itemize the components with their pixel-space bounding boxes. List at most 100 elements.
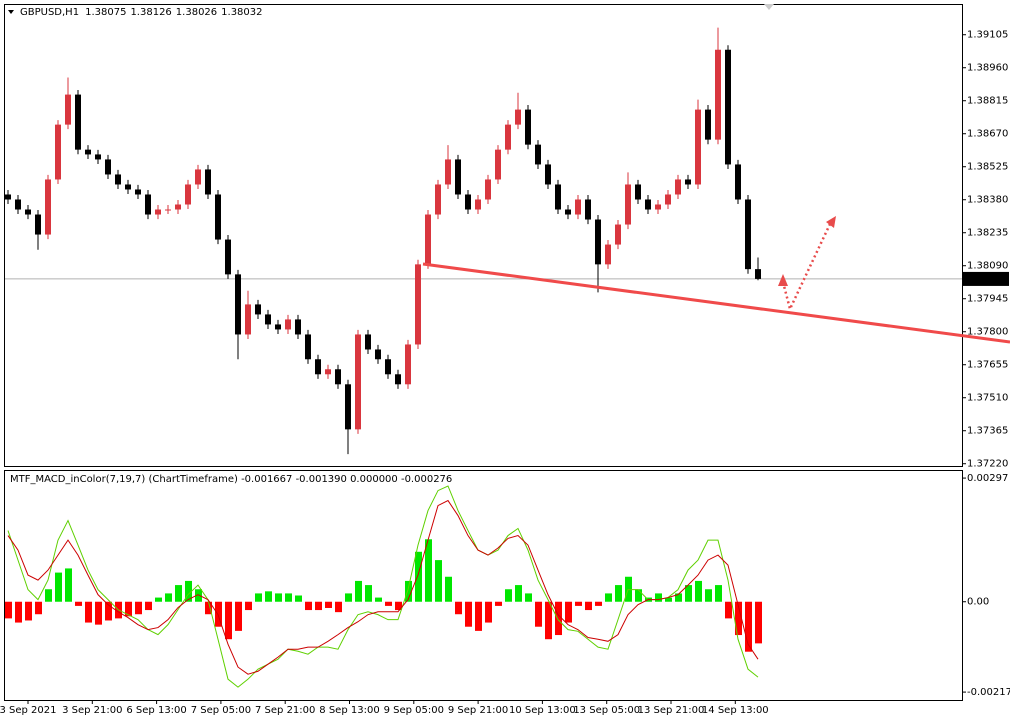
candle-body [295, 319, 301, 335]
histogram-bar [725, 601, 732, 619]
histogram-bar [295, 595, 302, 602]
histogram-bar [455, 601, 462, 615]
histogram-bar [685, 585, 692, 602]
histogram-bar [185, 580, 192, 602]
histogram-bar [275, 593, 282, 602]
candle-body [435, 184, 441, 215]
candle-body [135, 189, 141, 195]
price-tag [963, 271, 1009, 286]
histogram-bar [365, 585, 372, 602]
histogram-bar [235, 601, 242, 631]
histogram-bar [55, 572, 62, 602]
macd-panel [4, 470, 963, 701]
candle-body [385, 359, 391, 375]
histogram-bar [405, 580, 412, 602]
candle-body [655, 204, 661, 210]
x-tick-label: 3 Sep 21:00 [62, 705, 122, 716]
symbol: GBPUSD,H1 [20, 7, 79, 18]
x-tick-label: 7 Sep 05:00 [191, 705, 251, 716]
histogram-bar [615, 585, 622, 602]
candle-body [405, 344, 411, 385]
histogram-bar [75, 601, 82, 606]
candle-body [465, 194, 471, 210]
candle-body [575, 199, 581, 215]
x-tick-label: 9 Sep 05:00 [384, 705, 444, 716]
x-tick-label: 8 Sep 13:00 [319, 705, 379, 716]
candle-body [475, 199, 481, 210]
candle-body [195, 169, 201, 185]
x-tick-label: 9 Sep 21:00 [448, 705, 508, 716]
y-tick-label: 1.37510 [967, 393, 1008, 404]
x-tick-label: 10 Sep 13:00 [509, 705, 576, 716]
histogram-bar [325, 601, 332, 608]
candle-body [415, 264, 421, 345]
histogram-bar [245, 601, 252, 611]
y-tick-label: 1.37800 [967, 327, 1008, 338]
candle-body [275, 324, 281, 330]
histogram-bar [35, 601, 42, 615]
histogram-bar [715, 585, 722, 602]
histogram-bar [225, 601, 232, 640]
candle-body [645, 199, 651, 210]
histogram-bar [255, 593, 262, 602]
candle-body [375, 349, 381, 360]
candle-body [625, 184, 631, 225]
histogram-bar [485, 601, 492, 623]
histogram-bar [5, 601, 12, 619]
candle-body [395, 374, 401, 385]
candle-body [555, 184, 561, 210]
y-tick-label: 1.37945 [967, 294, 1008, 305]
histogram-bar [475, 601, 482, 631]
candle-body [485, 179, 491, 200]
histogram-bar [705, 589, 712, 602]
histogram-bar [745, 601, 752, 652]
candle-body [505, 124, 511, 150]
header-low: 1.38026 [176, 7, 217, 18]
candle-body [315, 359, 321, 375]
histogram-bar [435, 560, 442, 602]
candle-body [715, 49, 721, 140]
candle-body [605, 244, 611, 265]
histogram-bar [135, 601, 142, 615]
histogram-bar [755, 601, 762, 644]
macd-line [7, 485, 759, 688]
candle-body [115, 174, 121, 185]
candle-body [515, 109, 521, 125]
plot-layer: 1.39105 1.38960 1.38815 1.38670 1.38525 1.383… [0, 27, 1010, 716]
candle-body [15, 199, 21, 210]
candle-body [425, 214, 431, 265]
candle-body [215, 194, 221, 240]
histogram-bar [575, 601, 582, 606]
candle-body [455, 159, 461, 195]
candle-body [725, 49, 731, 165]
y-tick-label: -0.00217 [967, 687, 1010, 698]
y-tick-label: 1.38235 [967, 228, 1008, 239]
candle-body [85, 149, 91, 155]
histogram-bar [425, 539, 432, 602]
candle-body [225, 239, 231, 275]
histogram-bar [175, 585, 182, 602]
histogram-bar [315, 601, 322, 611]
candle-body [585, 199, 591, 220]
candle-body [365, 334, 371, 350]
x-tick-label: 13 Sep 05:00 [573, 705, 640, 716]
candle-body [175, 204, 181, 210]
candle-body [665, 194, 671, 205]
histogram-bar [355, 580, 362, 602]
histogram-bar [395, 601, 402, 611]
candle-body [445, 159, 451, 185]
histogram-bar [85, 601, 92, 623]
trend-line [422, 262, 1010, 344]
histogram-bar [345, 593, 352, 602]
y-tick-label: 1.37655 [967, 360, 1008, 371]
histogram-bar [265, 591, 272, 602]
candle-body [685, 179, 691, 185]
candle-body [75, 94, 81, 150]
candle-body [305, 334, 311, 360]
y-tick-label: 1.38525 [967, 162, 1008, 173]
x-tick-label: 7 Sep 21:00 [255, 705, 315, 716]
histogram-bar [125, 601, 132, 617]
histogram-bar [445, 576, 452, 602]
